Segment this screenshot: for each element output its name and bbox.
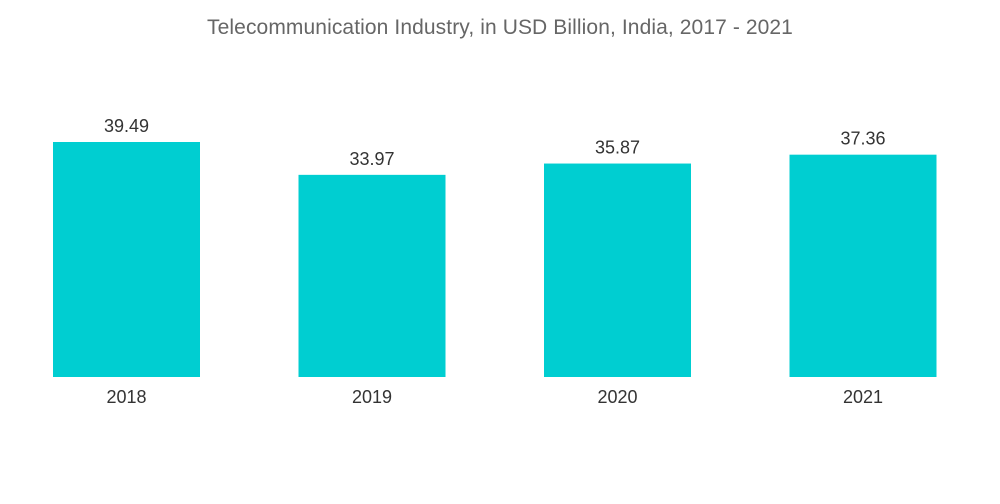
x-tick-label-2018: 2018 (106, 387, 146, 407)
data-label-2020: 35.87 (595, 138, 640, 158)
bar-2020 (544, 163, 691, 377)
bar-2021 (789, 154, 937, 377)
bar-2018 (53, 142, 200, 377)
x-tick-label-2021: 2021 (843, 387, 883, 407)
x-tick-label-2019: 2019 (352, 387, 392, 407)
chart-title: Telecommunication Industry, in USD Billi… (207, 16, 793, 39)
data-label-2019: 33.97 (349, 149, 394, 169)
data-label-2018: 39.49 (104, 116, 149, 136)
x-tick-label-2020: 2020 (597, 387, 637, 407)
data-label-2021: 37.36 (840, 129, 885, 149)
bar-2019 (298, 174, 446, 377)
